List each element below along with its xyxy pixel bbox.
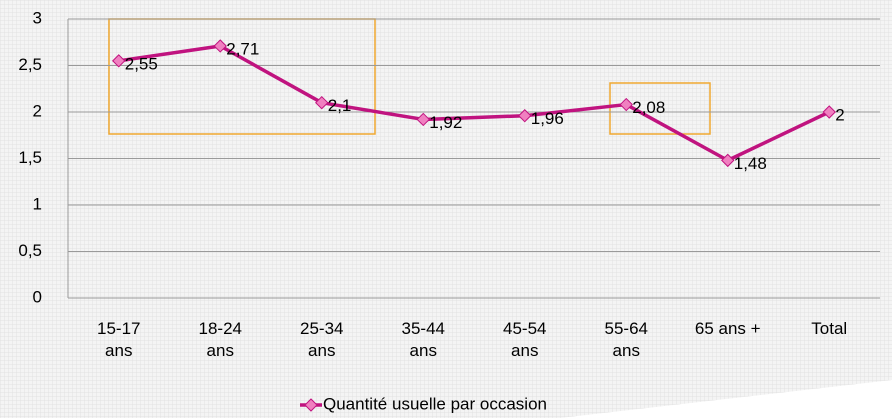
data-label: 1,96 bbox=[531, 109, 564, 128]
marker bbox=[721, 153, 735, 168]
data-label: 1,92 bbox=[429, 113, 462, 132]
marker bbox=[112, 54, 126, 68]
data-label: 2,1 bbox=[328, 96, 352, 115]
marker bbox=[822, 105, 836, 119]
marker bbox=[416, 112, 430, 127]
marker bbox=[315, 95, 329, 110]
corner-shape bbox=[560, 380, 892, 418]
y-tick-label: 1,5 bbox=[18, 148, 42, 167]
y-tick-label: 0 bbox=[33, 287, 42, 306]
data-label: 1,48 bbox=[734, 154, 767, 173]
legend-marker bbox=[304, 398, 318, 412]
data-label: 2,55 bbox=[125, 54, 158, 73]
highlight-box bbox=[609, 82, 711, 135]
x-tick-label: 15-17 ans bbox=[97, 319, 141, 360]
marker bbox=[518, 109, 532, 123]
data-label: 2 bbox=[835, 105, 844, 124]
x-tick-label: 25-34 ans bbox=[300, 319, 344, 360]
y-tick-label: 2 bbox=[33, 101, 42, 120]
data-label: 2,71 bbox=[226, 39, 259, 58]
marker bbox=[213, 39, 227, 53]
y-tick-label: 2,5 bbox=[18, 55, 42, 74]
marker bbox=[619, 97, 633, 112]
legend-label: Quantité usuelle par occasion bbox=[323, 394, 547, 413]
x-tick-label: 18-24 ans bbox=[198, 319, 242, 360]
data-label: 2,08 bbox=[632, 98, 665, 117]
x-tick-label: 35-44 ans bbox=[401, 319, 445, 360]
x-tick-label: Total bbox=[811, 319, 848, 338]
line bbox=[118, 44, 831, 163]
x-tick-label: 45-54 ans bbox=[503, 319, 547, 360]
x-tick-label: 65 ans + bbox=[694, 319, 761, 338]
y-tick-label: 0,5 bbox=[18, 241, 42, 260]
y-tick-label: 1 bbox=[33, 194, 42, 213]
y-tick-label: 3 bbox=[33, 8, 42, 27]
x-tick-label: 55-64 ans bbox=[604, 319, 648, 360]
